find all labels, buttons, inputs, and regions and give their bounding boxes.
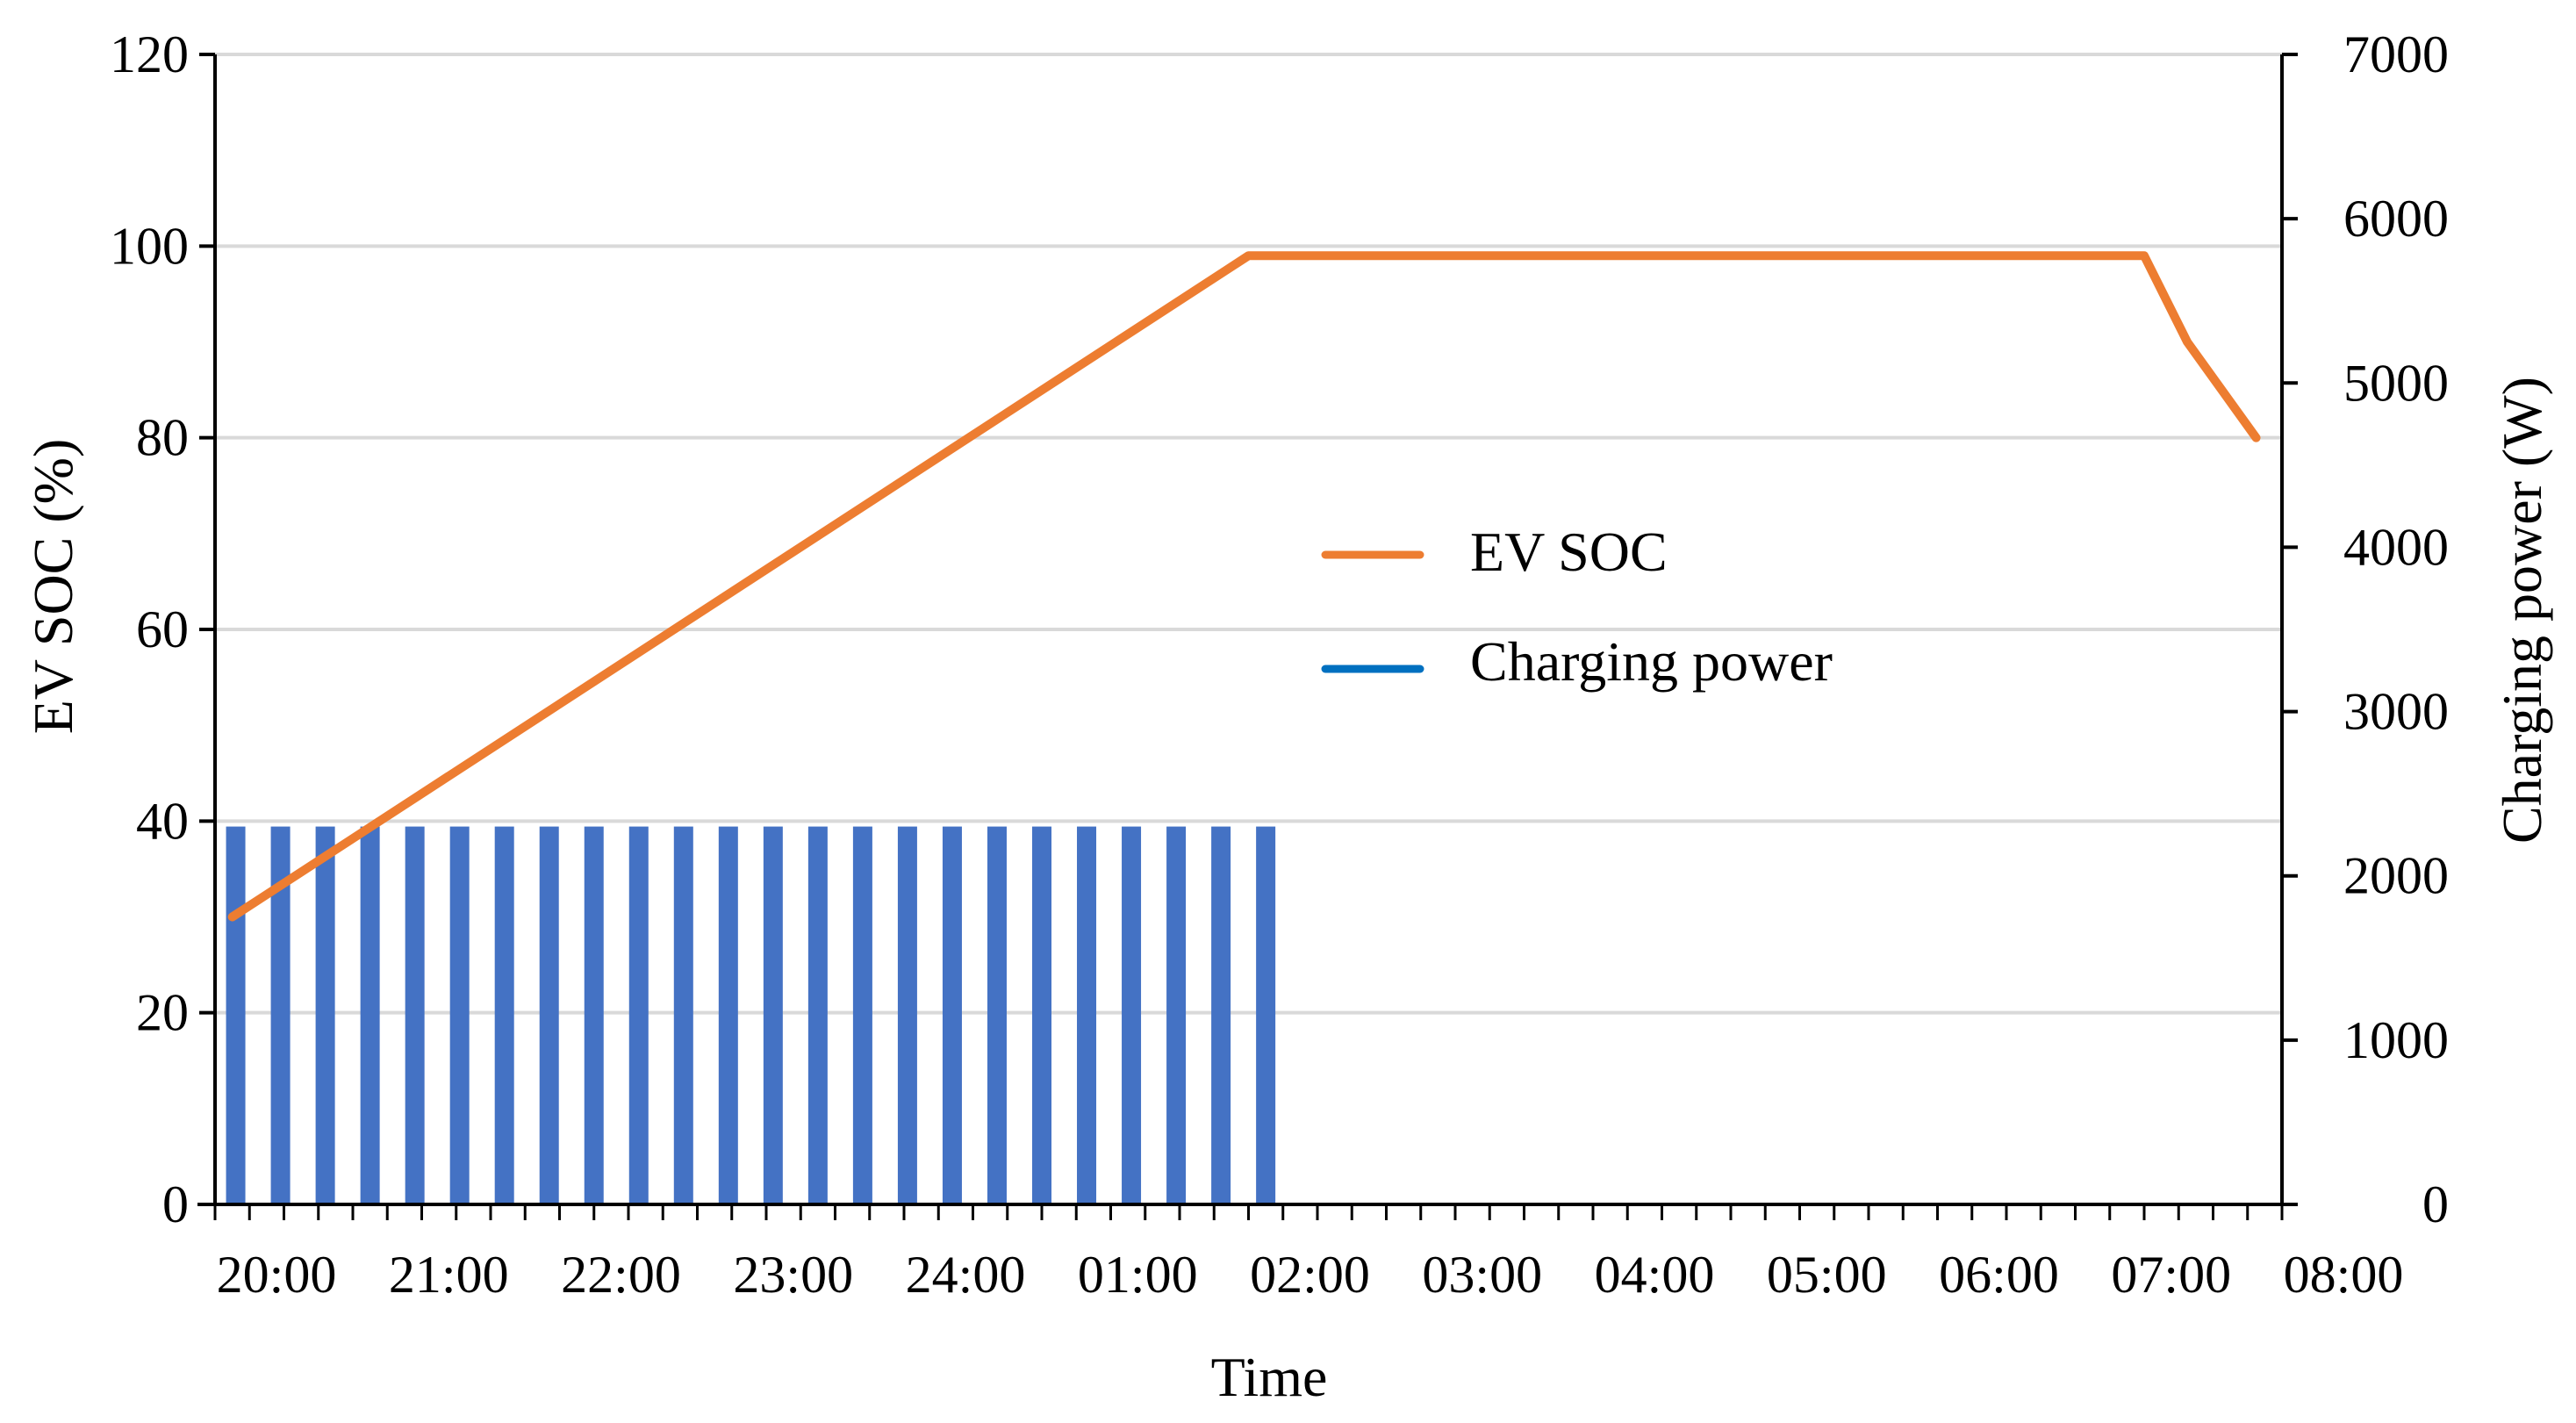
bar-charging-power-5 (405, 826, 425, 1204)
bar-charging-power-18 (987, 826, 1007, 1204)
x-axis-title: Time (1211, 1346, 1328, 1408)
tick-label-x-5: 01:00 (1078, 1246, 1198, 1304)
bar-charging-power-7 (494, 826, 514, 1204)
bar-charging-power-11 (673, 826, 693, 1204)
tick-label-x-11: 07:00 (2111, 1246, 2231, 1304)
y-axis-right-title: Charging power (W) (2491, 377, 2553, 844)
tick-label-y-left-80: 80 (136, 409, 189, 467)
tick-label-y-right-4000: 4000 (2343, 518, 2449, 576)
tick-label-y-right-0: 0 (2422, 1175, 2449, 1233)
gridlines (215, 53, 2282, 1015)
tick-label-x-10: 06:00 (1939, 1246, 2059, 1304)
tick-label-x-8: 04:00 (1595, 1246, 1715, 1304)
tick-label-x-4: 24:00 (906, 1246, 1026, 1304)
tick-label-y-left-100: 100 (110, 217, 189, 275)
y-axis-left-title: EV SOC (%) (22, 439, 84, 735)
bar-charging-power-24 (1256, 826, 1276, 1204)
bar-charging-power-2 (270, 826, 291, 1204)
tick-label-y-right-7000: 7000 (2343, 25, 2449, 83)
legend: EV SOC Charging power (1321, 521, 1833, 693)
tick-label-x-1: 21:00 (389, 1246, 509, 1304)
bar-charging-power-10 (628, 826, 649, 1204)
tick-label-x-12: 08:00 (2284, 1246, 2404, 1304)
bar-charging-power-8 (539, 826, 559, 1204)
legend-label-charging-power: Charging power (1470, 630, 1833, 693)
axes (197, 53, 2298, 1220)
bar-charging-power-15 (852, 826, 872, 1204)
tick-label-x-0: 20:00 (217, 1246, 337, 1304)
tick-label-y-left-20: 20 (136, 984, 189, 1042)
bar-charging-power-12 (718, 826, 738, 1204)
bar-charging-power-17 (942, 826, 962, 1204)
tick-label-y-left-0: 0 (162, 1175, 189, 1233)
line-ev-soc (227, 251, 2261, 922)
tick-label-x-2: 22:00 (561, 1246, 681, 1304)
bar-charging-power-19 (1032, 826, 1051, 1204)
tick-label-x-9: 05:00 (1767, 1246, 1887, 1304)
tick-label-y-right-5000: 5000 (2343, 354, 2449, 412)
tick-label-y-right-6000: 6000 (2343, 190, 2449, 248)
bar-charging-power-13 (763, 826, 783, 1204)
bar-charging-power-22 (1166, 826, 1187, 1204)
tick-label-y-left-60: 60 (136, 600, 189, 658)
tick-label-x-3: 23:00 (733, 1246, 853, 1304)
bar-charging-power-23 (1211, 826, 1231, 1204)
bar-charging-power-6 (449, 826, 470, 1204)
bar-charging-power-16 (897, 826, 917, 1204)
legend-label-ev-soc: EV SOC (1470, 521, 1668, 583)
tick-label-y-right-2000: 2000 (2343, 847, 2449, 905)
bar-charging-power-4 (360, 826, 380, 1204)
tick-label-x-7: 03:00 (1422, 1246, 1542, 1304)
tick-labels: 0 20 40 60 80 100 120 0 1000 2000 3000 4000 5000 6000… (110, 25, 2449, 1304)
charging-power-bars (226, 826, 1276, 1204)
bar-charging-power-14 (807, 826, 828, 1204)
tick-label-y-left-40: 40 (136, 792, 189, 850)
bar-charging-power-21 (1122, 826, 1142, 1204)
bar-charging-power-9 (584, 826, 604, 1204)
bar-charging-power-1 (226, 826, 246, 1204)
tick-label-y-right-3000: 3000 (2343, 683, 2449, 741)
tick-label-y-left-120: 120 (110, 25, 189, 83)
tick-label-x-6: 02:00 (1250, 1246, 1370, 1304)
soc-line-layer (227, 251, 2261, 922)
bar-charging-power-20 (1077, 826, 1097, 1204)
tick-label-y-right-1000: 1000 (2343, 1011, 2449, 1069)
bar-charging-power-3 (315, 826, 335, 1204)
